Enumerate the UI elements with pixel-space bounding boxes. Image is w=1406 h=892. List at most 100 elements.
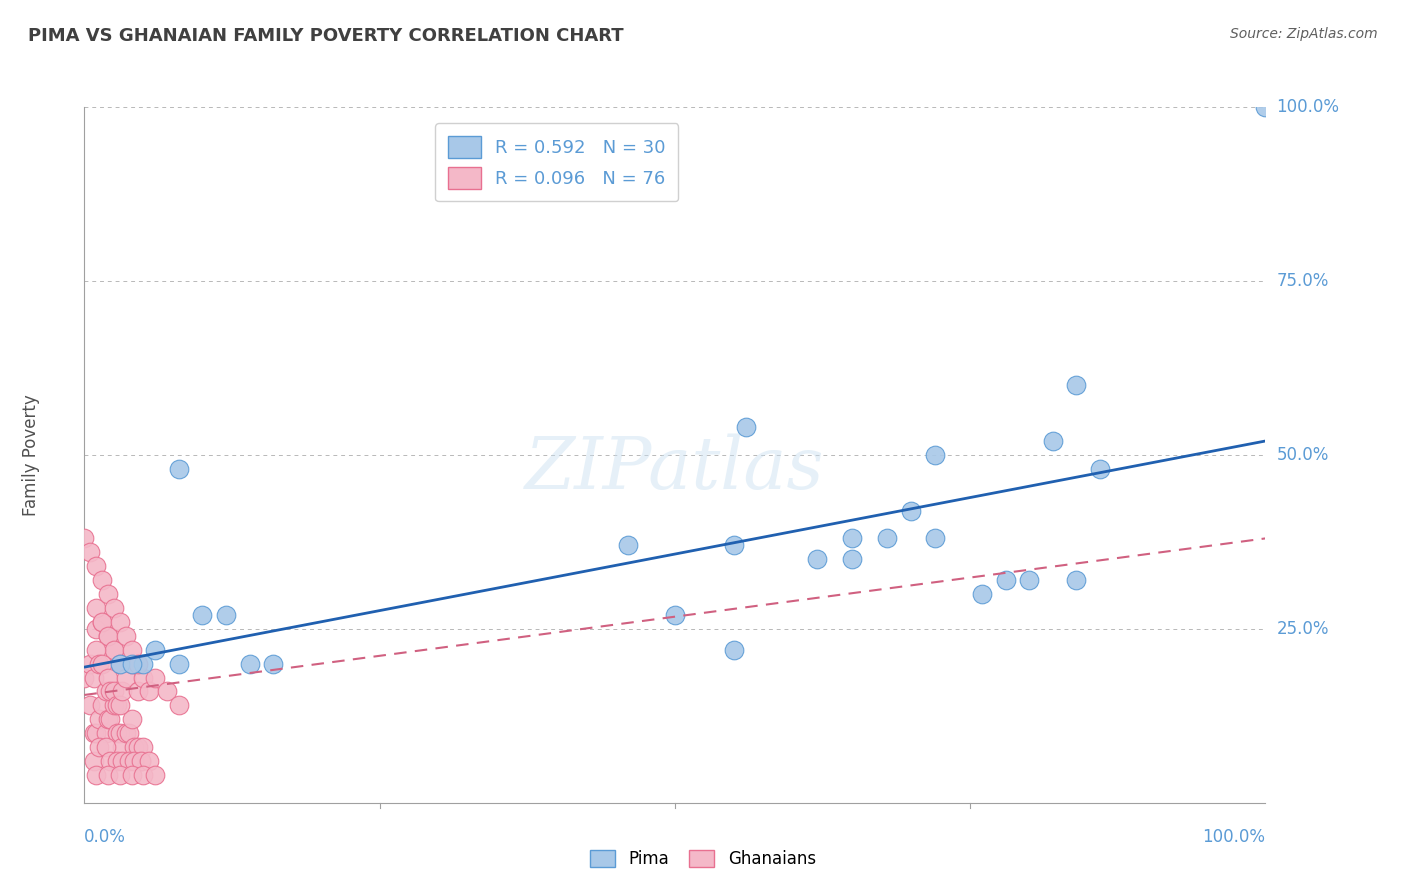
Point — [1018, 573, 1040, 587]
Point — [970, 587, 993, 601]
Point — [132, 740, 155, 755]
Point — [1088, 462, 1111, 476]
Point — [103, 601, 125, 615]
Point — [734, 420, 756, 434]
Point — [129, 754, 152, 768]
Point — [121, 712, 143, 726]
Point — [114, 671, 136, 685]
Point — [83, 754, 105, 768]
Point — [84, 601, 107, 615]
Point — [94, 740, 117, 755]
Point — [84, 642, 107, 657]
Point — [111, 754, 134, 768]
Point — [121, 657, 143, 671]
Point — [138, 754, 160, 768]
Point — [143, 642, 166, 657]
Point — [83, 726, 105, 740]
Point — [98, 684, 121, 698]
Point — [91, 573, 114, 587]
Point — [87, 712, 110, 726]
Point — [132, 671, 155, 685]
Point — [73, 532, 96, 546]
Point — [806, 552, 828, 566]
Point — [114, 726, 136, 740]
Point — [723, 538, 745, 552]
Point — [84, 622, 107, 636]
Point — [127, 657, 149, 671]
Point — [107, 754, 129, 768]
Point — [97, 629, 120, 643]
Point — [239, 657, 262, 671]
Point — [91, 698, 114, 713]
Point — [924, 448, 946, 462]
Point — [876, 532, 898, 546]
Point — [98, 712, 121, 726]
Point — [215, 607, 238, 622]
Text: 100.0%: 100.0% — [1277, 98, 1340, 116]
Point — [132, 657, 155, 671]
Point — [114, 629, 136, 643]
Point — [97, 671, 120, 685]
Text: Family Poverty: Family Poverty — [22, 394, 41, 516]
Point — [97, 712, 120, 726]
Point — [103, 698, 125, 713]
Point — [841, 532, 863, 546]
Point — [156, 684, 179, 698]
Text: Source: ZipAtlas.com: Source: ZipAtlas.com — [1230, 27, 1378, 41]
Point — [83, 671, 105, 685]
Point — [167, 462, 190, 476]
Point — [103, 642, 125, 657]
Point — [900, 503, 922, 517]
Point — [616, 538, 638, 552]
Point — [97, 768, 120, 782]
Point — [138, 684, 160, 698]
Point — [121, 657, 143, 671]
Point — [132, 768, 155, 782]
Point — [262, 657, 284, 671]
Point — [841, 552, 863, 566]
Text: 75.0%: 75.0% — [1277, 272, 1329, 290]
Point — [167, 657, 190, 671]
Point — [79, 657, 101, 671]
Point — [91, 615, 114, 629]
Point — [79, 545, 101, 559]
Point — [118, 754, 141, 768]
Point — [129, 754, 152, 768]
Point — [127, 684, 149, 698]
Point — [108, 657, 131, 671]
Point — [118, 726, 141, 740]
Point — [84, 559, 107, 574]
Point — [91, 657, 114, 671]
Point — [87, 740, 110, 755]
Text: PIMA VS GHANAIAN FAMILY POVERTY CORRELATION CHART: PIMA VS GHANAIAN FAMILY POVERTY CORRELAT… — [28, 27, 624, 45]
Point — [94, 684, 117, 698]
Point — [91, 615, 114, 629]
Point — [191, 607, 214, 622]
Point — [723, 642, 745, 657]
Point — [87, 657, 110, 671]
Point — [664, 607, 686, 622]
Point — [98, 754, 121, 768]
Point — [107, 698, 129, 713]
Point — [84, 726, 107, 740]
Point — [1066, 573, 1088, 587]
Point — [103, 642, 125, 657]
Point — [122, 740, 145, 755]
Point — [108, 726, 131, 740]
Point — [167, 698, 190, 713]
Point — [108, 657, 131, 671]
Point — [108, 698, 131, 713]
Text: ZIPatlas: ZIPatlas — [524, 434, 825, 504]
Point — [79, 698, 101, 713]
Point — [121, 642, 143, 657]
Point — [111, 740, 134, 755]
Point — [84, 768, 107, 782]
Point — [103, 684, 125, 698]
Point — [108, 657, 131, 671]
Point — [143, 671, 166, 685]
Text: 50.0%: 50.0% — [1277, 446, 1329, 464]
Legend: Pima, Ghanaians: Pima, Ghanaians — [583, 843, 823, 875]
Point — [97, 629, 120, 643]
Point — [107, 726, 129, 740]
Point — [121, 768, 143, 782]
